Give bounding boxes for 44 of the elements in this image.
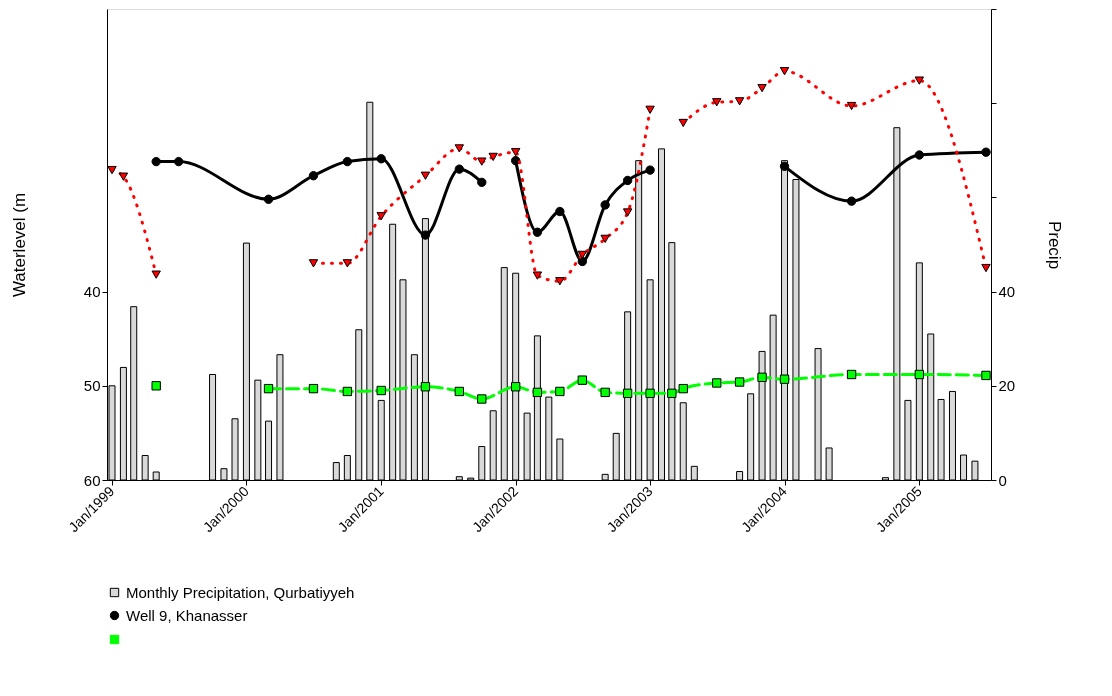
point [263,383,274,394]
legend-label: Well 9, Khanasser [126,606,248,624]
point [779,67,790,76]
point [757,84,767,93]
y2-tick-label: 20 [998,377,1016,395]
point [914,150,925,160]
point [981,263,991,273]
y-axis-title: Waterlevel (m [9,192,29,298]
point [308,383,319,394]
point [779,374,790,384]
point [376,385,386,396]
point [734,377,745,387]
point [577,375,588,385]
point [555,386,565,397]
point [600,387,610,398]
point [981,370,991,381]
point [510,382,521,392]
point [981,147,991,157]
y-tick-label: 40 [83,283,101,301]
point [420,382,431,392]
point [846,369,857,380]
point [622,388,633,399]
point [712,378,722,388]
point [667,388,677,399]
y-tick-label: 60 [83,471,101,489]
point [454,386,464,397]
point [678,383,688,394]
y2-axis-title: Precip [1045,220,1065,270]
point [779,161,790,171]
point [678,118,688,128]
point [645,388,655,399]
point [914,369,925,380]
point [914,76,925,85]
legend-label: Monthly Precipitation, Qurbatiyyeh [126,583,355,601]
point [712,98,722,107]
point [342,386,353,397]
y-tick-label: 50 [83,377,101,395]
y2-tick-label: 0 [998,471,1007,489]
point [734,97,745,106]
point [477,394,487,404]
point [846,101,857,111]
y2-tick-label: 40 [998,283,1016,301]
point [532,387,543,398]
point [846,196,857,206]
